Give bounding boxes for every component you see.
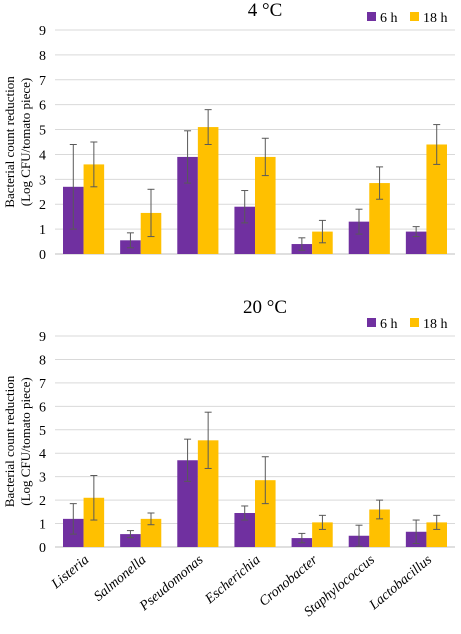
bar-6h-salmonella [120,534,141,547]
legend-label-6h: 6 h [380,11,398,26]
legend-label-18h: 18 h [423,11,448,26]
bar-6h-escherichia [234,513,255,547]
bar-6h-pseudomonas [177,156,198,254]
y-tick-label: 0 [39,541,46,556]
x-category-label: Lactobacillus [366,552,435,613]
y-tick-label: 9 [39,24,46,39]
y-axis-label-line-2: (Log CFU/tomato piece) [18,78,33,207]
bar-18h-escherichia [255,156,276,254]
y-tick-label: 1 [39,223,46,238]
legend-swatch-18h [410,12,419,21]
y-tick-label: 2 [39,494,46,509]
bar-6h-pseudomonas [177,460,198,547]
x-category-label: Salmonella [91,553,149,605]
y-tick-label: 6 [39,99,46,114]
chart-panel-4c: 4 °C 0 1 2 3 4 5 6 7 8 9 Bacterial count reduction(… [2,0,455,263]
bar-18h-escherichia [255,480,276,547]
bar-6h-lactobacillus [405,231,427,254]
bar-18h-lactobacillus [426,522,447,547]
legend-swatch-6h [367,318,376,327]
y-tick-label: 0 [39,248,46,263]
y-tick-label: 9 [39,330,46,345]
chart-title: 20 °C [243,297,287,318]
y-tick-label: 7 [39,74,46,89]
y-tick-label: 8 [39,353,46,368]
legend-label-18h: 18 h [423,317,448,332]
y-tick-label: 6 [39,400,46,415]
y-tick-label: 3 [39,173,46,188]
bar-18h-staphylococcus [369,183,390,254]
y-tick-label: 5 [39,424,46,439]
bar-18h-pseudomonas [197,127,219,254]
y-tick-label: 5 [39,124,46,139]
bar-18h-staphylococcus [369,509,390,547]
x-category-label: Escherichia [202,553,264,608]
bar-6h-escherichia [234,206,255,254]
y-tick-label: 8 [39,49,46,64]
y-axis-label-line-1: Bacterial count reduction [2,375,17,507]
y-tick-label: 4 [39,447,46,462]
chart-title: 4 °C [248,0,283,21]
bar-6h-staphylococcus [348,221,370,254]
legend-swatch-18h [410,318,419,327]
y-tick-label: 3 [39,471,46,486]
bar-18h-listeria [83,497,105,547]
bar-18h-salmonella [140,518,162,547]
bar-18h-lactobacillus [426,144,447,254]
bar-18h-pseudomonas [197,440,219,547]
bar-18h-cronobacter [312,522,333,547]
y-axis-label-line-1: Bacterial count reduction [2,76,17,208]
bar-18h-listeria [83,164,105,254]
y-tick-label: 4 [39,148,46,163]
y-tick-label: 7 [39,377,46,392]
chart-panel-20c: 20 °C 0 1 2 3 4 5 6 7 8 9 Bacterial count reduction… [2,297,455,620]
y-tick-label: 2 [39,198,46,213]
x-category-label: Listeria [48,553,92,593]
y-axis-label-line-2: (Log CFU/tomato piece) [18,377,33,506]
legend-label-6h: 6 h [380,317,398,332]
y-tick-label: 1 [39,518,46,533]
legend-swatch-6h [367,12,376,21]
